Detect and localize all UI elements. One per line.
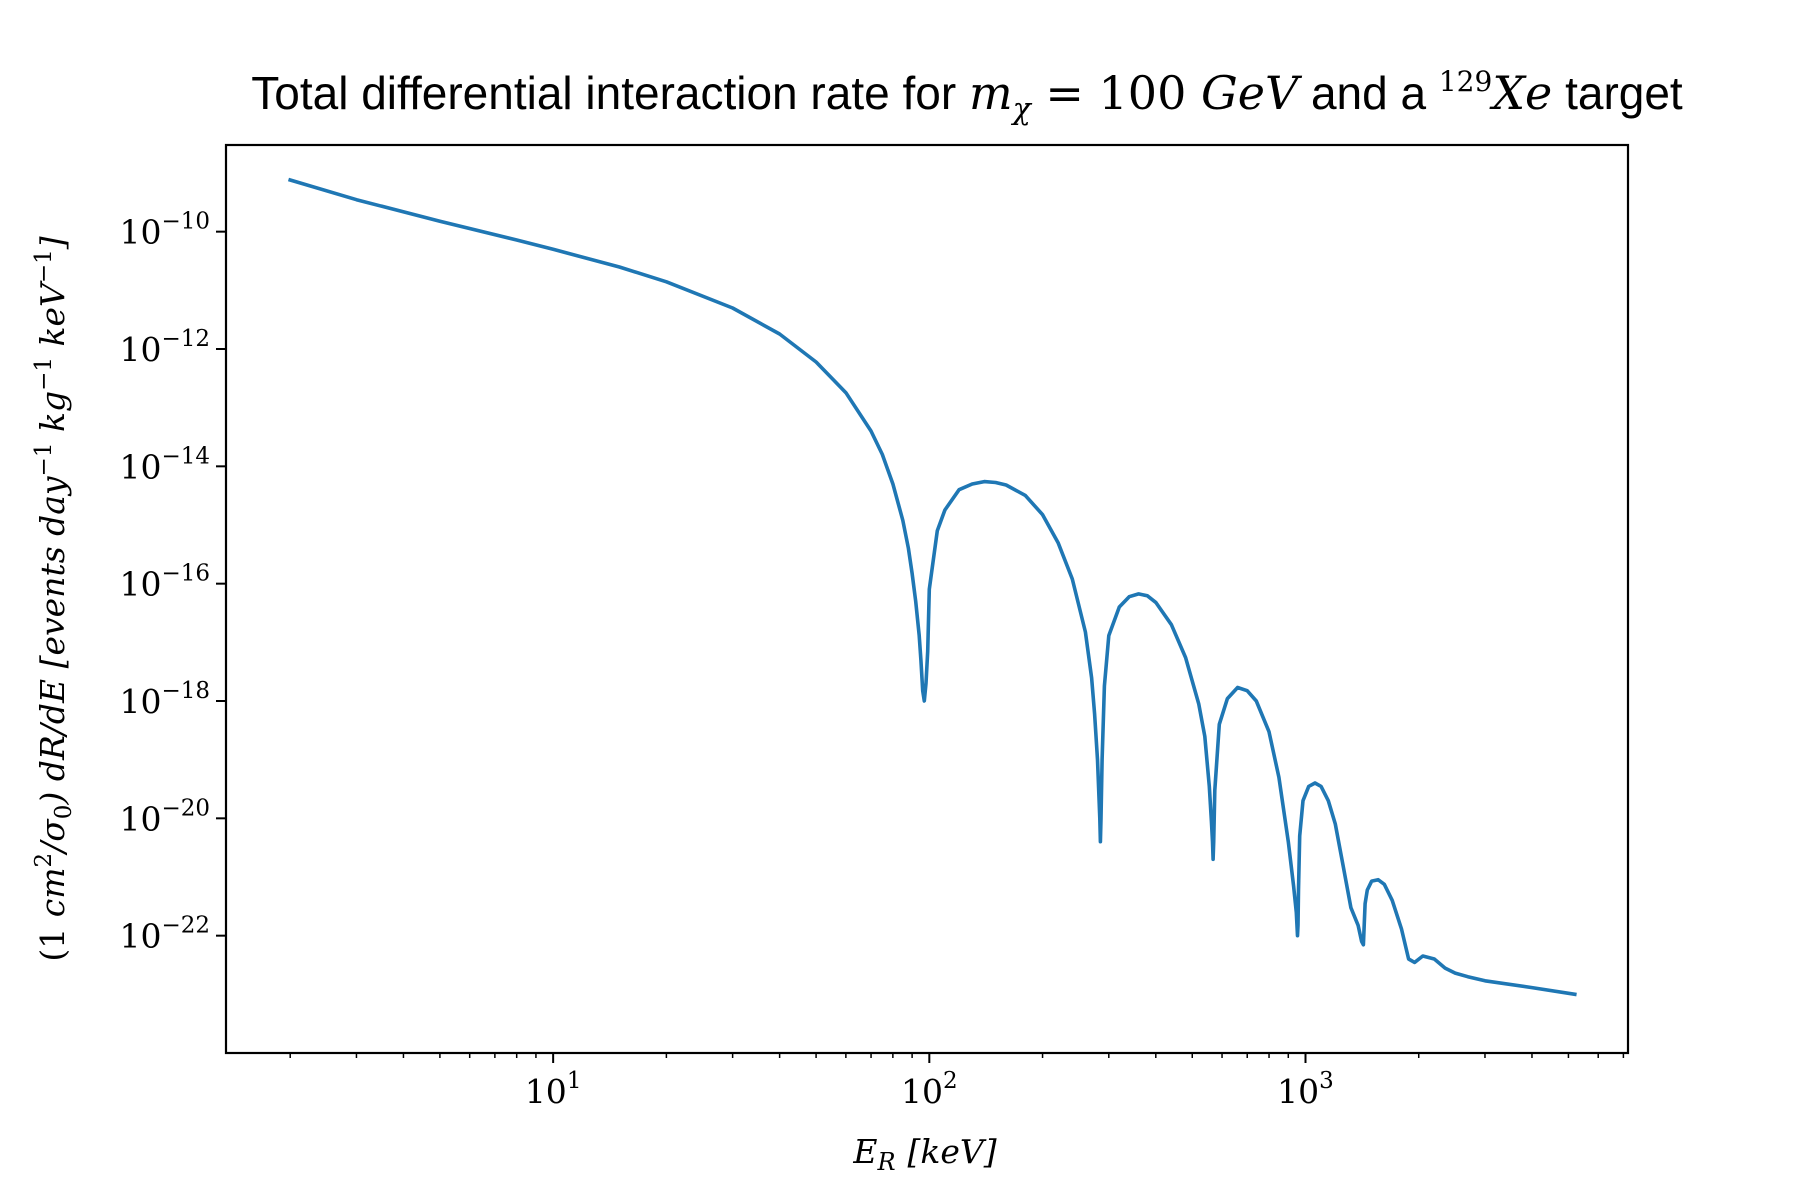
ylabel-kev: keV [33,280,72,357]
ylabel-end: ] [33,236,72,250]
ylabel-kg: kg [33,391,72,443]
title-prefix: Total differential interaction rate for [251,67,969,119]
y-tick-label: 10−16 [119,561,210,604]
y-tick-exp: −18 [161,678,210,704]
x-tick-label: 102 [901,1068,958,1111]
title-middle: and a [1298,67,1439,119]
xlabel-unit: [keV] [908,1132,997,1171]
y-tick-base: 10 [119,447,161,486]
y-tick-exp: −16 [161,561,210,587]
y-tick-base: 10 [119,213,161,252]
x-tick-exp: 2 [943,1068,958,1094]
y-tick-base: 10 [119,917,161,956]
y-tick-base: 10 [119,682,161,721]
ylabel-exp3: −1 [31,249,57,283]
y-tick-label: 10−12 [119,326,210,369]
x-tick-base: 10 [525,1072,567,1111]
ylabel-exp2: −1 [31,357,57,391]
x-axis-label: ER [keV] [852,1132,996,1176]
y-tick-label: 10−18 [119,678,210,721]
title-isotope-mass: 129 [1439,65,1492,98]
ylabel-sigma-sub: 0 [51,805,77,820]
y-tick-base: 10 [119,330,161,369]
xlabel-symbol: E [852,1132,877,1171]
x-tick-label: 101 [525,1068,582,1111]
x-tick-exp: 1 [567,1068,582,1094]
series-line [287,177,1577,997]
ylabel-cm: cm [33,867,72,917]
y-tick-exp: −22 [161,913,210,939]
title-suffix: target [1552,67,1683,119]
y-axis-label: (1 cm2/σ0) dR/dE [events day−1 kg−1 keV−… [31,236,77,961]
y-tick-exp: −20 [161,795,210,821]
title-mass-eq: = 100 [1031,66,1201,120]
series-layer [287,177,1577,997]
plot-frame [224,143,1630,1055]
x-tick-base: 10 [1277,1072,1319,1111]
xlabel-subscript: R [876,1148,895,1176]
y-tick-label: 10−20 [119,795,210,838]
y-tick-base: 10 [119,565,161,604]
x-tick-label: 103 [1277,1068,1334,1111]
title-element: Xe [1489,66,1552,120]
chart-title: Total differential interaction rate for … [251,65,1683,127]
x-axis-ticks: 101 102 103 [525,1053,1334,1111]
ylabel-middle: ) dR/dE [events day [33,476,72,805]
x-tick-base: 10 [901,1072,943,1111]
y-tick-label: 10−22 [119,913,210,956]
ylabel-cm-exp: 2 [31,853,57,868]
y-tick-label: 10−10 [119,209,210,252]
title-mass-subscript: χ [1011,92,1033,127]
title-mass-symbol: m [969,66,1013,120]
y-tick-exp: −12 [161,326,210,352]
ylabel-prefix: (1 [33,917,72,961]
x-tick-exp: 3 [1319,1068,1334,1094]
ylabel-exp1: −1 [31,443,57,477]
title-mass-unit: GeV [1201,66,1303,120]
y-tick-exp: −14 [161,443,210,469]
y-tick-base: 10 [119,799,161,838]
ylabel-sigma: /σ [33,818,72,856]
y-tick-exp: −10 [161,209,210,235]
y-tick-label: 10−14 [119,443,210,486]
